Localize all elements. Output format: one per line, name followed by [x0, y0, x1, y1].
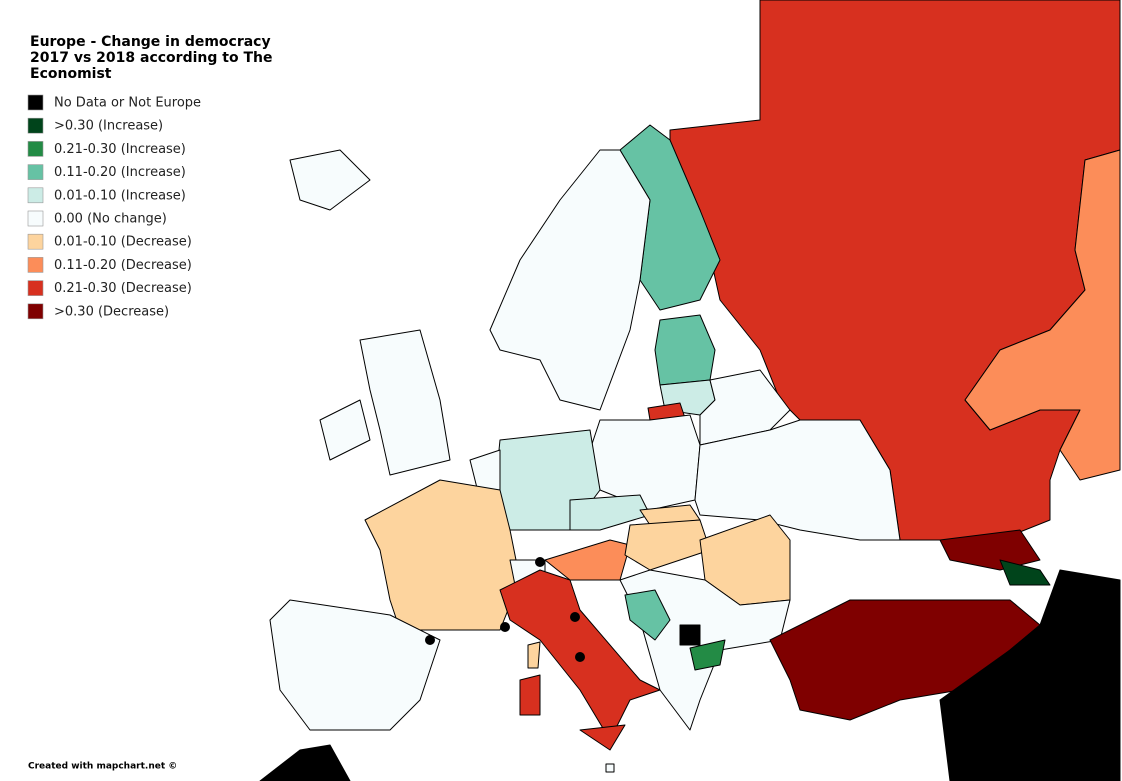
legend: No Data or Not Europe >0.30 (Increase) 0.2…	[27, 94, 201, 320]
legend-swatch	[27, 233, 44, 250]
ireland	[319, 399, 371, 461]
legend-label: 0.01-0.10 (Decrease)	[54, 235, 192, 250]
russia-east	[964, 149, 1121, 481]
armenia	[999, 559, 1051, 586]
ukraine	[694, 419, 901, 541]
iceland	[289, 149, 371, 211]
corsica	[527, 641, 541, 669]
france	[364, 479, 521, 631]
uk	[359, 329, 451, 476]
legend-swatch	[27, 164, 44, 180]
microstate	[500, 622, 510, 632]
legend-swatch	[27, 187, 44, 204]
north-africa	[259, 744, 351, 781]
title-line: Economist	[30, 66, 112, 82]
legend-label: 0.00 (No change)	[54, 212, 167, 227]
legend-label: >0.30 (Decrease)	[54, 304, 169, 319]
austria	[544, 539, 631, 581]
malta	[605, 763, 615, 773]
microstate	[425, 635, 435, 645]
czechia	[569, 494, 651, 531]
microstate	[570, 612, 580, 622]
macedonia	[689, 639, 726, 671]
hungary	[624, 519, 711, 571]
iberia	[269, 599, 441, 731]
scandinavia	[489, 149, 651, 411]
sardinia	[519, 674, 541, 716]
sicily	[579, 724, 626, 751]
legend-swatch	[27, 141, 44, 157]
legend-swatch	[27, 94, 44, 111]
legend-label: 0.21-0.30 (Decrease)	[54, 281, 192, 296]
legend-label: 0.21-0.30 (Increase)	[54, 142, 186, 157]
legend-label: >0.30 (Increase)	[54, 119, 163, 134]
title-line: 2017 vs 2018 according to The	[30, 50, 272, 66]
legend-swatch	[27, 257, 44, 273]
legend-swatch	[27, 280, 44, 296]
legend-label: No Data or Not Europe	[54, 96, 201, 111]
legend-label: 0.01-0.10 (Increase)	[54, 188, 186, 203]
microstate	[535, 557, 545, 567]
title-line: Europe - Change in democracy	[30, 34, 271, 50]
microstate	[575, 652, 585, 662]
legend-swatch	[27, 210, 44, 227]
kosovo	[679, 624, 701, 646]
countries	[259, 0, 1121, 781]
legend-label: 0.11-0.20 (Decrease)	[54, 258, 192, 273]
credit: Created with mapchart.net ©	[28, 762, 177, 772]
legend-swatch	[27, 303, 44, 320]
legend-swatch	[27, 117, 44, 134]
middle-east	[939, 569, 1121, 781]
bosnia	[624, 589, 671, 641]
legend-label: 0.11-0.20 (Increase)	[54, 165, 186, 180]
